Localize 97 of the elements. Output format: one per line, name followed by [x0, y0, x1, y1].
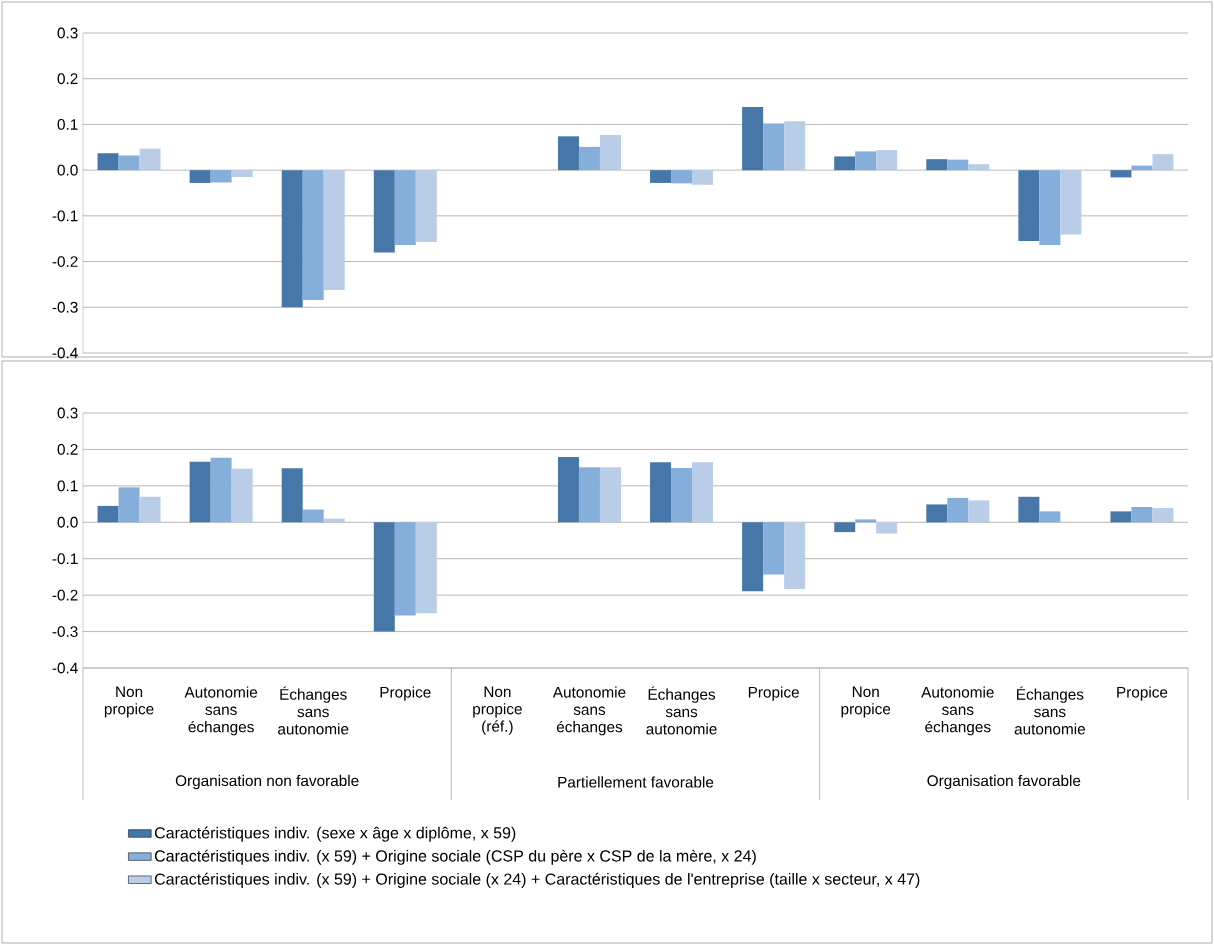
x-tick-label: Autonomie sans échanges	[921, 686, 994, 736]
bar	[1110, 170, 1132, 178]
bar	[834, 156, 856, 171]
y-tick-label: 0.3	[57, 407, 78, 419]
y-tick-label: 0.0	[57, 516, 78, 528]
y-tick-label: -0.2	[52, 256, 78, 267]
bar	[968, 164, 990, 171]
x-tick-label: Propice	[748, 686, 799, 701]
bar	[692, 170, 714, 185]
bar	[118, 487, 140, 523]
bar	[834, 522, 856, 533]
legend-label: Caractéristiques indiv. (sexe x âge x diplôme, x 59)	[154, 826, 516, 842]
bar	[742, 522, 764, 592]
y-tick-label: 0.0	[57, 164, 78, 176]
x-tick-label: Non propice	[104, 686, 154, 718]
bar	[1152, 508, 1174, 523]
bar	[671, 170, 693, 184]
bar	[926, 159, 948, 171]
bar	[139, 496, 161, 523]
bar	[373, 170, 395, 253]
legend-label: Caractéristiques indiv. (x 59) + Origine sociale (CSP du père x CSP de la mère, x 24)	[154, 849, 756, 865]
legend-label: Caractéristiques indiv. (x 59) + Origine sociale (x 24) + Caractéristiques de l'entreprise (taille x secteur, x 47)	[154, 872, 920, 888]
bar	[557, 136, 579, 171]
bar	[210, 170, 232, 183]
y-tick-label: 0.2	[57, 73, 78, 85]
y-tick-label: 0.2	[57, 444, 78, 455]
x-tick-label: Propice	[380, 686, 431, 701]
bar	[231, 468, 253, 523]
bar	[373, 522, 395, 632]
bar	[855, 151, 877, 171]
bar	[650, 170, 672, 183]
bar	[415, 170, 437, 242]
bar	[415, 522, 437, 614]
y-tick-label: -0.2	[52, 589, 78, 601]
bar	[599, 134, 621, 171]
bar	[189, 461, 211, 523]
bar	[210, 457, 232, 523]
x-tick-label: Propice	[1117, 686, 1168, 701]
x-tick-label: Autonomie sans échanges	[184, 686, 258, 736]
bar	[394, 170, 416, 246]
bar	[784, 522, 806, 589]
bar	[784, 121, 806, 171]
bar	[281, 468, 303, 523]
bar	[671, 468, 693, 523]
text: Partiellement favorable	[558, 776, 714, 788]
bar	[1152, 154, 1174, 171]
bar	[578, 467, 600, 523]
bar	[323, 170, 345, 290]
bar	[118, 155, 140, 171]
bar	[692, 462, 714, 523]
bar	[231, 170, 253, 177]
y-tick-label: -0.1	[52, 553, 78, 565]
bar	[926, 504, 948, 523]
y-tick-label: 0.3	[57, 27, 78, 39]
y-tick-label: -0.3	[52, 626, 78, 637]
bar	[763, 123, 785, 171]
bar	[742, 107, 764, 171]
bar	[876, 150, 898, 171]
bar	[1018, 496, 1040, 523]
x-tick-label: Échanges sans autonomie	[646, 686, 717, 735]
bar	[281, 170, 303, 308]
bar	[1060, 170, 1082, 235]
bar	[855, 519, 877, 523]
bar	[763, 522, 785, 575]
y-tick-label: -0.4	[52, 347, 78, 359]
bar	[1110, 511, 1132, 523]
bar	[876, 522, 898, 534]
text: Organisation favorable	[927, 774, 1081, 790]
bar	[302, 170, 324, 300]
bar	[1039, 170, 1061, 246]
bar	[599, 467, 621, 523]
x-tick-label: Non propice	[841, 686, 891, 718]
bar	[1131, 506, 1153, 523]
bar	[97, 505, 119, 523]
x-tick-label: Échanges sans autonomie	[278, 686, 349, 735]
text: Organisation non favorable	[175, 774, 359, 790]
x-tick-label: Autonomie sans échanges	[552, 686, 626, 736]
y-tick-label: 0.1	[57, 119, 78, 130]
bar	[394, 522, 416, 616]
bar	[302, 509, 324, 523]
bar	[947, 497, 969, 523]
y-tick-label: -0.1	[52, 210, 78, 222]
bar	[1018, 170, 1040, 241]
bar	[650, 462, 672, 523]
bar	[139, 148, 161, 171]
bar	[97, 153, 119, 171]
y-tick-label: 0.1	[57, 480, 78, 492]
bar	[947, 159, 969, 171]
bar	[578, 146, 600, 171]
x-tick-label: Échanges sans autonomie	[1014, 686, 1085, 735]
y-tick-label: -0.3	[52, 301, 78, 313]
bar	[557, 457, 579, 523]
bar	[189, 170, 211, 183]
bar	[1039, 511, 1061, 523]
x-tick-label: Non propice (réf.)	[473, 686, 522, 735]
bar	[968, 500, 990, 523]
y-tick-label: -0.4	[52, 662, 78, 674]
